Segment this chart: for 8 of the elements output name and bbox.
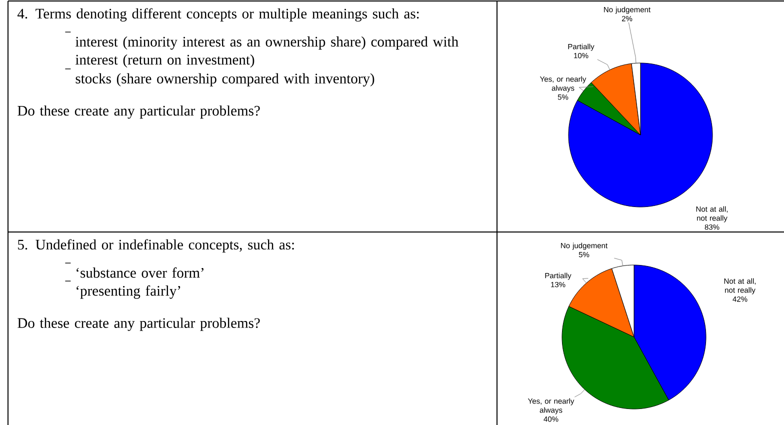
text: interest (minority interest as an ownership share) compared with interest (return on investment) [75,36,458,68]
text: ‘substance over form’ [76,267,204,278]
text: stocks (share ownership compared with inventory) [76,73,374,86]
text: ‘presenting fairly’ [76,285,180,299]
text: 5. Undefined or indefinable concepts, such as: [18,239,294,253]
text: Do these create any particular problems? [18,105,260,119]
text: 4. Terms denoting different concepts or multiple meanings such as: [17,8,419,22]
text: Do these create any particular problems? [18,318,260,331]
